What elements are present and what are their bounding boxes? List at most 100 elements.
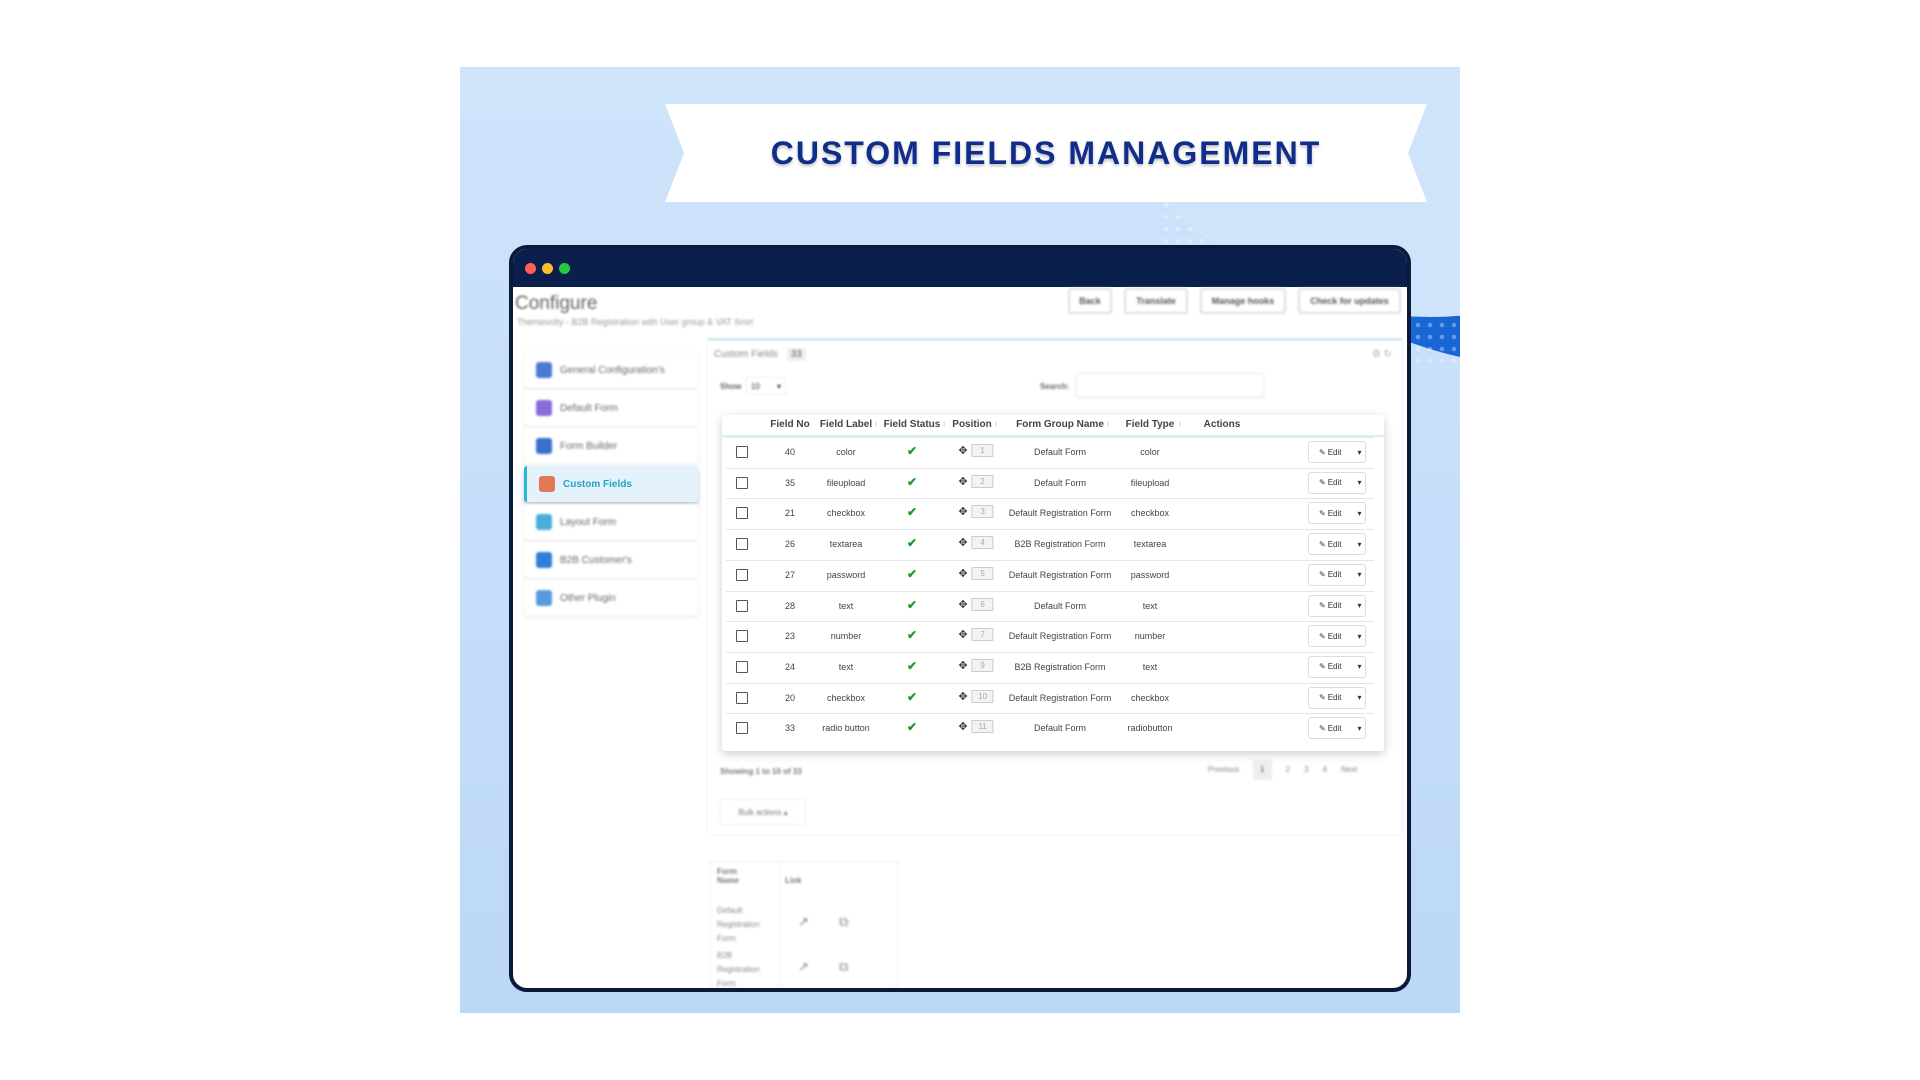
edit-button[interactable]: ✎ Edit ▾ [1308, 655, 1366, 678]
pencil-icon: ✎ [1319, 478, 1326, 488]
sidebar-item-layout-form[interactable]: Layout Form [524, 504, 698, 540]
field-type: text [1142, 661, 1158, 672]
search-input[interactable] [1076, 373, 1264, 397]
form-group-name: Default Form [1033, 477, 1087, 488]
drag-handle-icon[interactable]: ✥ [958, 537, 968, 550]
sidebar-item-general-configuration-s[interactable]: General Configuration's [524, 352, 698, 388]
refresh-icon[interactable]: ↻ [1383, 349, 1392, 360]
edit-button[interactable]: ✎ Edit ▾ [1308, 441, 1366, 463]
row-checkbox[interactable] [736, 538, 748, 551]
sort-icon[interactable]: ↕ [942, 419, 946, 428]
caret-down-icon[interactable]: ▾ [1357, 508, 1362, 518]
drag-handle-icon[interactable]: ✥ [958, 598, 968, 611]
sidebar-item-other-plugin[interactable]: Other Plugin [524, 580, 698, 616]
edit-button[interactable]: ✎ Edit ▾ [1308, 471, 1366, 494]
translate-button[interactable]: Translate [1124, 288, 1188, 314]
maximize-dot[interactable] [559, 262, 570, 274]
edit-button[interactable]: ✎ Edit ▾ [1308, 502, 1366, 525]
row-checkbox[interactable] [736, 476, 748, 489]
sort-icon[interactable]: ↕ [994, 419, 998, 428]
page-size-select[interactable]: 10 ▾ [746, 377, 786, 395]
check-updates-button[interactable]: Check for updates [1298, 288, 1401, 314]
caret-down-icon[interactable]: ▾ [1357, 631, 1362, 641]
column-header[interactable]: Position [952, 419, 992, 430]
caret-down-icon[interactable]: ▾ [1357, 601, 1362, 610]
sort-icon[interactable]: ↕ [1106, 419, 1110, 428]
table-row: 23 number ✔ ✥ 7 Default Registration Form… [726, 621, 1374, 652]
row-checkbox[interactable] [736, 568, 748, 581]
form-group-name: Default Registration Form [1008, 692, 1112, 703]
page-2[interactable]: 2 [1285, 765, 1291, 774]
position-value[interactable]: 9 [971, 658, 994, 672]
edit-button[interactable]: ✎ Edit ▾ [1308, 686, 1366, 709]
field-label: password [826, 569, 866, 580]
check-icon: ✔ [906, 536, 918, 551]
row-checkbox[interactable] [736, 660, 748, 673]
caret-down-icon[interactable]: ▾ [1357, 539, 1362, 549]
sidebar-item-b2b-customer-s[interactable]: B2B Customer's [524, 542, 698, 578]
row-checkbox[interactable] [736, 630, 748, 643]
row-checkbox[interactable] [736, 691, 748, 704]
title-bar [513, 249, 1407, 287]
drag-handle-icon[interactable]: ✥ [958, 629, 968, 642]
external-link-icon[interactable]: ↗ [798, 959, 809, 974]
drag-handle-icon[interactable]: ✥ [958, 445, 968, 457]
field-type: textarea [1133, 539, 1167, 550]
position-value[interactable]: 2 [971, 474, 994, 488]
page-1[interactable]: 1 [1253, 759, 1272, 780]
copy-icon[interactable]: ⧉ [839, 959, 849, 974]
edit-button[interactable]: ✎ Edit ▾ [1308, 625, 1366, 648]
edit-button[interactable]: ✎ Edit ▾ [1308, 594, 1366, 617]
row-checkbox[interactable] [736, 722, 748, 735]
sort-icon[interactable]: ↕ [1178, 419, 1182, 428]
sidebar-item-default-form[interactable]: Default Form [524, 390, 698, 426]
check-icon: ✔ [906, 474, 918, 489]
column-header[interactable]: Field Status [883, 419, 941, 430]
column-header[interactable]: Form Group Name [1016, 419, 1104, 430]
position-value[interactable]: 10 [971, 689, 994, 703]
caret-down-icon[interactable]: ▾ [1357, 693, 1362, 703]
edit-button[interactable]: ✎ Edit ▾ [1308, 717, 1366, 740]
column-header[interactable]: Field Label [819, 419, 873, 430]
position-value[interactable]: 5 [971, 566, 994, 580]
previous-button[interactable]: Previous [1208, 765, 1240, 774]
caret-down-icon[interactable]: ▾ [1357, 478, 1362, 488]
drag-handle-icon[interactable]: ✥ [958, 506, 968, 519]
caret-down-icon[interactable]: ▾ [1357, 662, 1362, 672]
minimize-dot[interactable] [542, 262, 553, 274]
edit-button[interactable]: ✎ Edit ▾ [1308, 533, 1366, 556]
caret-down-icon[interactable]: ▾ [1357, 570, 1362, 580]
sidebar-item-form-builder[interactable]: Form Builder [524, 428, 698, 464]
position-value[interactable]: 1 [971, 444, 994, 457]
settings-icon[interactable]: ⚙ [1371, 349, 1381, 360]
drag-handle-icon[interactable]: ✥ [958, 567, 968, 580]
banner [665, 104, 1427, 202]
column-header[interactable]: Field Type [1125, 419, 1175, 430]
sidebar-item-custom-fields[interactable]: Custom Fields [524, 466, 698, 502]
manage-hooks-button[interactable]: Manage hooks [1200, 288, 1286, 314]
position-value[interactable]: 7 [971, 628, 994, 642]
row-checkbox[interactable] [736, 599, 748, 612]
back-button[interactable]: Back [1068, 288, 1112, 314]
drag-handle-icon[interactable]: ✥ [958, 721, 968, 734]
external-link-icon[interactable]: ↗ [798, 914, 809, 929]
position-value[interactable]: 3 [971, 505, 994, 519]
close-dot[interactable] [525, 262, 536, 274]
caret-down-icon[interactable]: ▾ [1357, 723, 1362, 733]
drag-handle-icon[interactable]: ✥ [958, 690, 968, 703]
row-checkbox[interactable] [736, 446, 748, 458]
position-value[interactable]: 6 [971, 597, 994, 611]
page-4[interactable]: 4 [1322, 765, 1327, 774]
bulk-actions-button[interactable]: Bulk actions ▴ [720, 799, 806, 825]
edit-button[interactable]: ✎ Edit ▾ [1308, 563, 1366, 586]
caret-down-icon[interactable]: ▾ [1357, 447, 1362, 457]
row-checkbox[interactable] [736, 507, 748, 520]
drag-handle-icon[interactable]: ✥ [958, 475, 968, 488]
page-3[interactable]: 3 [1304, 765, 1309, 774]
sort-icon[interactable]: ↕ [874, 419, 878, 428]
drag-handle-icon[interactable]: ✥ [958, 659, 968, 672]
position-value[interactable]: 11 [971, 720, 994, 734]
next-button[interactable]: Next [1340, 765, 1358, 774]
position-value[interactable]: 4 [971, 536, 994, 550]
copy-icon[interactable]: ⧉ [839, 914, 849, 929]
